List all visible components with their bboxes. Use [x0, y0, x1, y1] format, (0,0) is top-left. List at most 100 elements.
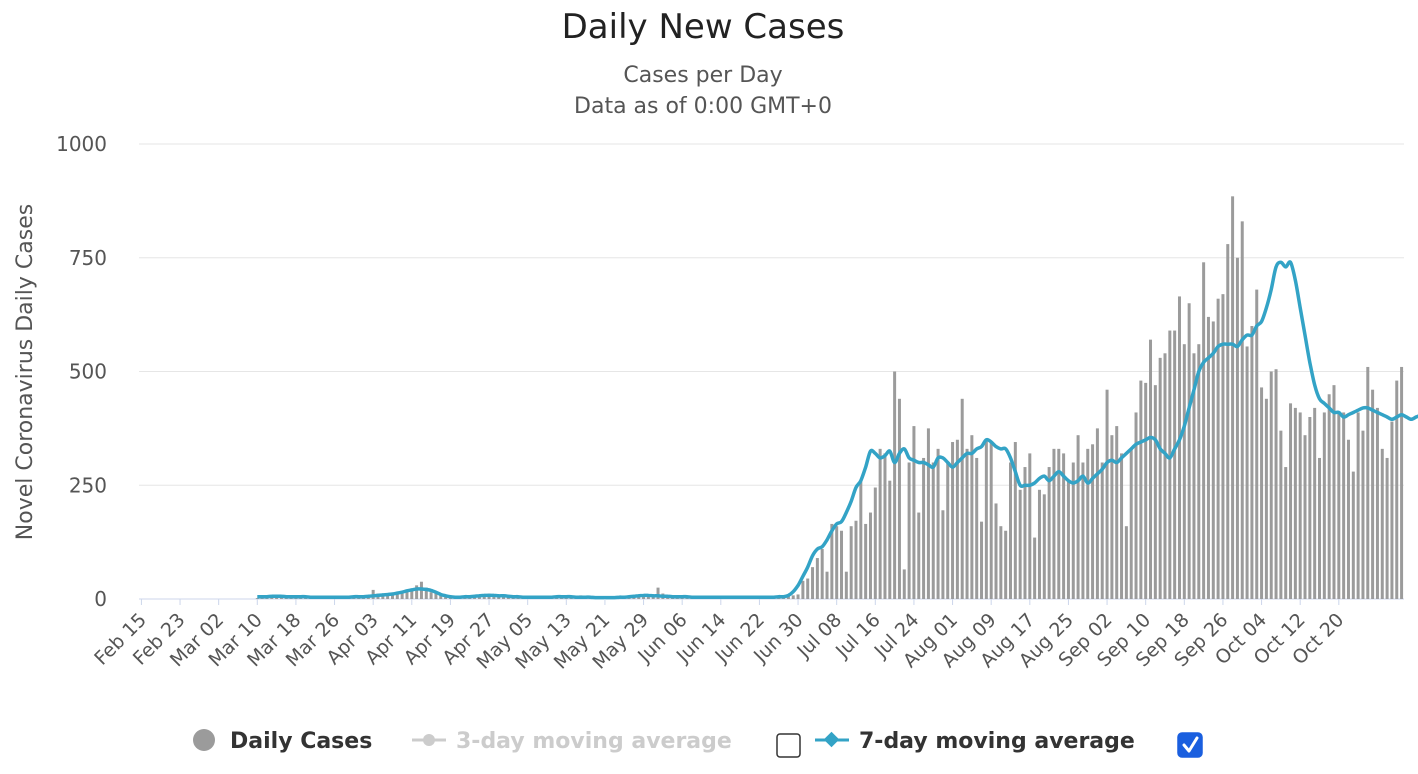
bar — [965, 448, 969, 599]
bar — [1091, 444, 1095, 599]
bar — [912, 426, 916, 599]
bar — [936, 448, 940, 599]
bar — [1356, 412, 1360, 599]
bar — [1158, 357, 1162, 599]
y-axis-label: Novel Coronavirus Daily Cases — [13, 204, 38, 540]
bar — [439, 595, 443, 599]
y-tick-layer: 0 250 500 750 1000 — [56, 132, 107, 611]
bar — [1197, 344, 1201, 599]
bar — [656, 587, 660, 599]
bar — [381, 594, 385, 599]
legend-item-7day-ma[interactable]: 7-day moving average — [815, 729, 1135, 754]
bar — [1066, 480, 1070, 599]
bar — [1274, 369, 1278, 599]
bar — [873, 487, 877, 599]
bar — [1308, 417, 1312, 599]
bar — [1004, 530, 1008, 599]
3day-ma-checkbox[interactable] — [776, 733, 801, 758]
bar — [386, 595, 390, 599]
chart-title: Daily New Cases — [562, 7, 845, 47]
bar — [632, 597, 636, 599]
bar — [859, 481, 863, 599]
bar-layer — [255, 196, 1404, 599]
bar — [477, 596, 481, 599]
7day-ma-checkbox[interactable] — [1177, 732, 1203, 758]
bar — [482, 595, 486, 599]
bar — [868, 512, 872, 599]
legend-item-daily-cases[interactable]: Daily Cases — [193, 729, 372, 754]
bar — [1163, 353, 1167, 599]
bar — [1337, 412, 1341, 599]
bar — [1139, 380, 1143, 599]
bar — [400, 593, 404, 599]
bar — [1361, 430, 1365, 599]
bar — [642, 596, 646, 599]
legend-item-3day-ma[interactable]: 3-day moving average — [412, 729, 732, 754]
bar — [1400, 366, 1404, 599]
bar — [1346, 439, 1350, 599]
bar — [1385, 457, 1389, 599]
bar — [1322, 412, 1326, 599]
bar — [1149, 339, 1153, 599]
bar — [1168, 330, 1172, 599]
bar — [1018, 489, 1022, 599]
bar — [1298, 412, 1302, 599]
bar — [849, 526, 853, 599]
bar — [811, 567, 815, 599]
bar — [970, 435, 974, 599]
bar — [646, 595, 650, 599]
bar — [1192, 353, 1196, 599]
chart-subtitle-line: Data as of 0:00 GMT+0 — [574, 94, 832, 119]
bar — [1062, 453, 1066, 599]
bar — [1245, 346, 1249, 599]
bar — [946, 462, 950, 599]
y-tick-label: 1000 — [56, 132, 107, 156]
bar — [1250, 326, 1254, 599]
check-icon — [1182, 736, 1199, 753]
bar — [931, 462, 935, 599]
bar — [791, 595, 795, 599]
bar — [1042, 494, 1046, 599]
bar — [1395, 380, 1399, 599]
bar — [473, 597, 477, 599]
bar — [888, 480, 892, 599]
bar — [984, 439, 988, 599]
bar — [1216, 298, 1220, 599]
bar — [1342, 412, 1346, 599]
bar — [255, 598, 259, 599]
bar — [786, 596, 790, 599]
bar — [796, 594, 800, 599]
bar — [1366, 366, 1370, 599]
bar — [1206, 316, 1210, 599]
legend-label: 7-day moving average — [859, 729, 1135, 754]
legend: Daily Cases 3-day moving average 7-day m… — [193, 729, 1203, 758]
bar — [1134, 412, 1138, 599]
bar — [864, 523, 868, 599]
bar — [830, 523, 834, 599]
bar — [897, 398, 901, 599]
bar — [801, 580, 805, 599]
bar — [1182, 344, 1186, 599]
y-tick-label: 0 — [94, 587, 107, 611]
bar — [806, 578, 810, 599]
bar — [390, 592, 394, 599]
bar — [1226, 244, 1230, 599]
bar — [395, 594, 399, 599]
bar — [840, 530, 844, 599]
bar — [835, 526, 839, 599]
bar — [444, 597, 448, 599]
bar — [1284, 467, 1288, 599]
bar — [1057, 448, 1061, 599]
bar — [844, 571, 848, 599]
series-line-7-day-moving-average — [257, 260, 1418, 600]
bar — [434, 591, 438, 599]
bar — [926, 428, 930, 599]
bar — [1313, 407, 1317, 599]
bar — [1110, 435, 1114, 599]
bar — [1351, 471, 1355, 599]
bar — [955, 439, 959, 599]
y-tick-label: 750 — [69, 246, 107, 270]
bar — [854, 520, 858, 599]
